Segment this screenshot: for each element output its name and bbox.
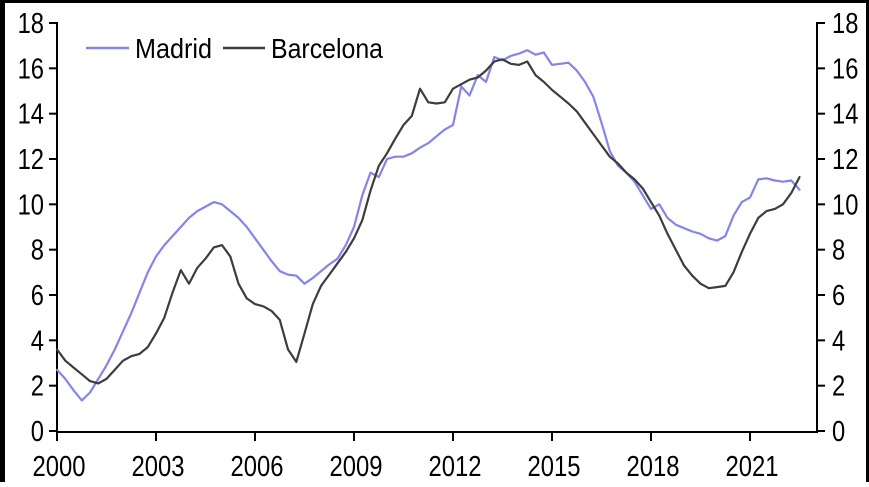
left-y-tick-label: 18: [18, 8, 44, 40]
right-y-tick-label: 16: [832, 53, 858, 85]
right-y-tick-label: 0: [832, 416, 845, 448]
left-y-tick-label: 16: [18, 53, 44, 85]
legend: Madrid Barcelona: [86, 33, 383, 64]
left-y-tick-label: 6: [31, 280, 44, 312]
x-tick-label: 2000: [33, 451, 86, 482]
axes: 0 0 2 2 4 4 6 6 8 8 10 10 12 12 14 14 16 16 18 18 2000 2003 20…: [18, 8, 859, 483]
right-y-tick-label: 10: [832, 189, 858, 221]
legend-label-barcelona: Barcelona: [271, 33, 383, 64]
x-tick-label: 2021: [726, 451, 779, 482]
left-y-tick-label: 8: [31, 235, 44, 267]
top-border: [0, 0, 869, 3]
x-tick-label: 2015: [528, 451, 581, 482]
x-tick-label: 2012: [429, 451, 482, 482]
right-y-tick-label: 4: [832, 325, 845, 357]
left-y-tick-label: 0: [31, 416, 44, 448]
x-tick-label: 2009: [330, 451, 383, 482]
left-border: [0, 0, 5, 482]
series-line-barcelona: [55, 58, 801, 385]
right-y-tick-label: 6: [832, 280, 845, 312]
x-tick-label: 2006: [231, 451, 284, 482]
series-lines: [55, 49, 801, 402]
left-y-tick-label: 10: [18, 189, 44, 221]
left-y-tick-label: 12: [18, 144, 44, 176]
x-tick-label: 2018: [627, 451, 680, 482]
legend-label-madrid: Madrid: [135, 33, 212, 64]
right-y-tick-label: 2: [832, 371, 845, 403]
right-y-tick-label: 14: [832, 99, 858, 131]
x-tick-label: 2003: [132, 451, 185, 482]
left-y-tick-label: 4: [31, 325, 44, 357]
left-y-tick-label: 14: [18, 99, 44, 131]
left-y-tick-label: 2: [31, 371, 44, 403]
right-y-tick-label: 12: [832, 144, 858, 176]
series-line-madrid: [55, 49, 801, 402]
right-y-tick-label: 8: [832, 235, 845, 267]
right-y-tick-label: 18: [832, 8, 858, 40]
right-border: [866, 0, 869, 482]
